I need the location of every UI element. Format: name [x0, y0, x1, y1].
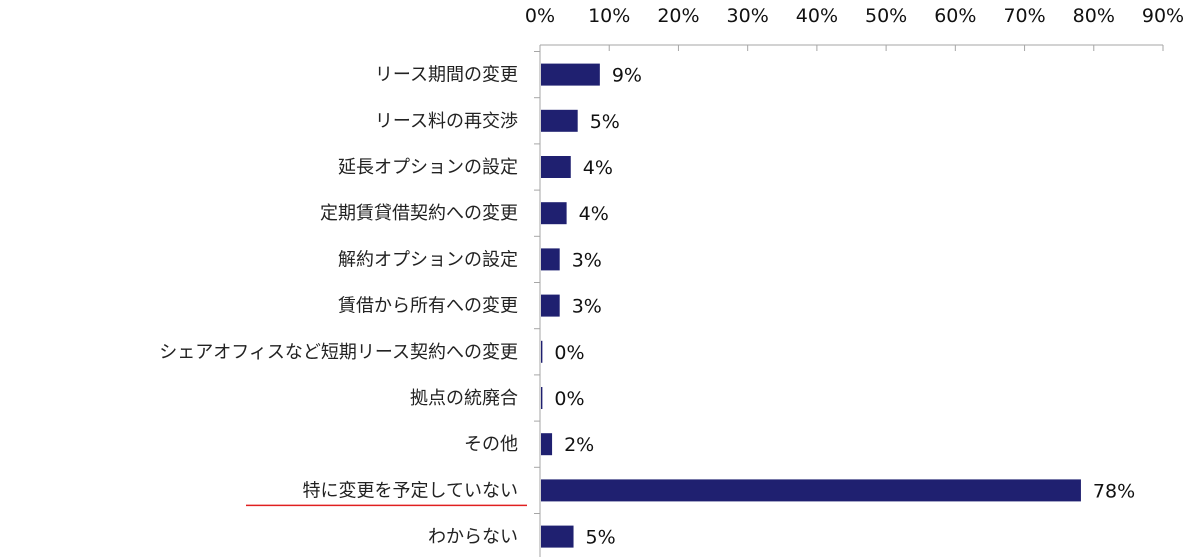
- axis-lines: [534, 44, 1163, 557]
- bar: [541, 109, 578, 132]
- x-tick-label: 60%: [934, 5, 976, 27]
- category-label: 延長オプションの設定: [338, 157, 518, 178]
- bar: [541, 387, 543, 409]
- bars: リース期間の変更 9% リース料の再交渉 5% 延長オプションの設定 4% 定期賃貸借契約へ…: [159, 63, 1135, 549]
- data-label: 9%: [612, 65, 642, 87]
- category-label: わからない: [428, 527, 518, 548]
- bar: [541, 248, 560, 271]
- data-label: 4%: [579, 203, 609, 225]
- data-label: 5%: [586, 527, 616, 549]
- data-label: 3%: [572, 296, 602, 318]
- x-axis-ticks: 0% 10% 20% 30% 40% 50% 60% 70% 80% 90%: [525, 5, 1184, 51]
- data-label: 0%: [554, 388, 584, 410]
- x-tick-label: 30%: [727, 5, 769, 27]
- data-label: 78%: [1093, 480, 1135, 502]
- bar: [541, 340, 543, 363]
- category-label: 特に変更を予定していない: [303, 480, 518, 501]
- x-tick-label: 20%: [657, 5, 699, 27]
- category-label: 拠点の統廃合: [410, 388, 518, 409]
- category-label: その他: [464, 434, 518, 455]
- category-label: 解約オプションの設定: [338, 249, 518, 270]
- category-label: リース料の再交渉: [375, 111, 518, 132]
- bar: [541, 294, 560, 317]
- bar: [541, 433, 553, 456]
- category-label: 賃借から所有への変更: [338, 296, 518, 317]
- category-label: 定期賃貸借契約への変更: [320, 203, 518, 224]
- data-label: 2%: [564, 434, 594, 456]
- category-label: シェアオフィスなど短期リース契約への変更: [159, 342, 518, 363]
- data-label: 0%: [554, 342, 584, 364]
- data-label: 5%: [590, 111, 620, 133]
- bar: [541, 63, 600, 86]
- bar: [541, 525, 574, 548]
- x-tick-label: 90%: [1142, 5, 1184, 27]
- x-tick-label: 50%: [865, 5, 907, 27]
- bar: [541, 479, 1081, 502]
- category-label: リース期間の変更: [375, 65, 518, 86]
- x-tick-label: 0%: [525, 5, 555, 27]
- x-tick-label: 70%: [1003, 5, 1045, 27]
- bar: [541, 202, 567, 225]
- x-tick-label: 10%: [588, 5, 630, 27]
- x-tick-label: 40%: [796, 5, 838, 27]
- bar: [541, 156, 571, 178]
- data-label: 3%: [572, 249, 602, 271]
- x-tick-label: 80%: [1073, 5, 1115, 27]
- data-label: 4%: [583, 157, 613, 179]
